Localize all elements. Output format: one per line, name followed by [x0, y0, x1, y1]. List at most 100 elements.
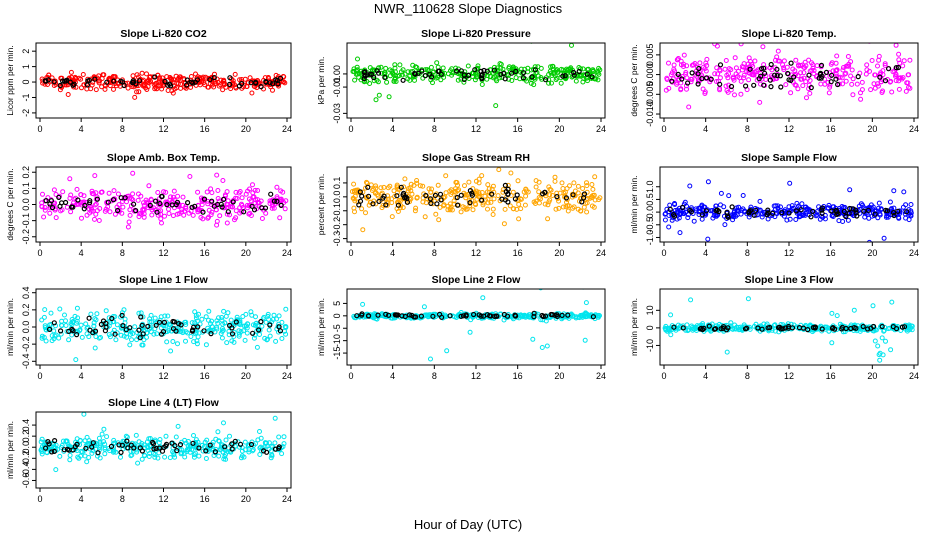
data-point	[804, 95, 809, 101]
data-point	[216, 438, 222, 444]
data-point	[206, 317, 211, 323]
data-point	[202, 82, 208, 88]
panel-7: Slope Line 1 Flow 0 4 8 12 16 20 24 -0.4 -0.2 0.0 0…	[5, 274, 292, 381]
data-point	[168, 194, 174, 200]
data-point	[542, 201, 548, 207]
data-point-highlight	[491, 67, 497, 73]
data-point	[751, 72, 757, 78]
data-point	[901, 189, 907, 195]
data-point	[130, 73, 136, 79]
data-point	[276, 83, 282, 89]
data-point-highlight	[854, 213, 860, 219]
data-point	[93, 87, 99, 93]
data-point	[225, 449, 231, 455]
data-point	[199, 202, 205, 208]
data-point-highlight	[259, 205, 265, 211]
data-point	[813, 213, 819, 219]
data-point	[712, 43, 718, 47]
data-point	[373, 185, 379, 191]
data-point	[94, 311, 100, 317]
data-point-highlight	[402, 313, 408, 320]
data-point	[584, 183, 590, 189]
data-point	[378, 64, 384, 70]
data-point-highlight	[359, 312, 365, 318]
data-point-highlight	[791, 74, 797, 80]
y-tick-label: 0.0	[332, 191, 342, 204]
data-point-highlight	[75, 197, 81, 203]
data-point	[367, 65, 373, 71]
data-point	[147, 79, 153, 85]
data-points	[38, 412, 287, 473]
data-point	[826, 202, 832, 208]
data-point-highlight	[467, 200, 473, 206]
data-point-highlight	[580, 195, 587, 201]
panel-title: Slope Li-820 Temp.	[742, 28, 837, 40]
data-point-highlight	[258, 83, 264, 90]
data-point	[897, 60, 903, 66]
y-axis-label: Licor ppm per min.	[5, 45, 15, 115]
data-point	[413, 64, 419, 70]
data-point	[92, 216, 97, 222]
data-point	[53, 192, 59, 197]
data-point	[575, 183, 581, 189]
data-point-highlight	[153, 445, 159, 452]
data-point-highlight	[753, 207, 759, 213]
data-point	[62, 312, 67, 318]
data-point	[141, 200, 146, 206]
data-point-highlight	[270, 81, 276, 87]
data-point	[112, 211, 118, 217]
x-tick-label: 12	[471, 124, 481, 134]
data-point-highlight	[225, 209, 231, 215]
data-point	[428, 313, 434, 319]
panel-2: Slope Li-820 Pressure 0 4 8 12 16 20 24 -0.03 -0.…	[316, 28, 606, 134]
y-tick-label: -5	[332, 324, 342, 332]
data-point	[234, 196, 240, 201]
data-point	[146, 436, 152, 442]
y-tick-label: 0.00	[332, 65, 342, 83]
data-point	[265, 336, 270, 342]
data-point	[684, 75, 690, 81]
data-point-highlight	[169, 202, 175, 208]
data-point	[183, 329, 189, 335]
data-point	[371, 186, 376, 192]
data-point	[546, 80, 552, 86]
x-tick-label: 20	[241, 494, 251, 504]
data-point	[373, 97, 379, 103]
y-tick-label: 0	[332, 313, 342, 318]
x-tick-label: 20	[867, 371, 877, 381]
data-point	[836, 218, 842, 224]
data-point-highlight	[777, 324, 783, 330]
data-point-highlight	[478, 68, 484, 75]
data-point	[127, 342, 133, 348]
data-point	[175, 193, 181, 199]
data-point	[900, 75, 906, 81]
data-point	[564, 186, 570, 191]
data-point	[175, 341, 180, 347]
y-tick-label: -0.03	[332, 103, 342, 124]
data-point	[378, 185, 384, 191]
data-point-highlight	[109, 315, 115, 322]
data-point-highlight	[850, 206, 856, 212]
data-point	[565, 208, 571, 214]
x-tick-label: 8	[745, 371, 750, 381]
data-point	[40, 191, 45, 197]
data-point-highlight	[271, 198, 277, 204]
data-point-highlight	[201, 328, 207, 334]
data-point	[699, 216, 705, 222]
data-point	[225, 198, 231, 204]
data-point-highlight	[161, 319, 167, 325]
y-tick-label: -0.4	[21, 462, 31, 478]
data-point	[854, 81, 860, 87]
data-point	[688, 297, 694, 303]
data-point	[74, 305, 80, 311]
data-point-highlight	[779, 210, 785, 216]
data-point-highlight	[689, 70, 695, 76]
data-point	[669, 70, 675, 76]
data-point	[482, 193, 488, 199]
data-point	[166, 211, 172, 216]
data-point	[722, 66, 728, 72]
data-point-highlight	[895, 208, 901, 214]
data-point	[515, 178, 521, 184]
x-tick-label: 16	[513, 124, 523, 134]
data-point	[141, 442, 147, 448]
